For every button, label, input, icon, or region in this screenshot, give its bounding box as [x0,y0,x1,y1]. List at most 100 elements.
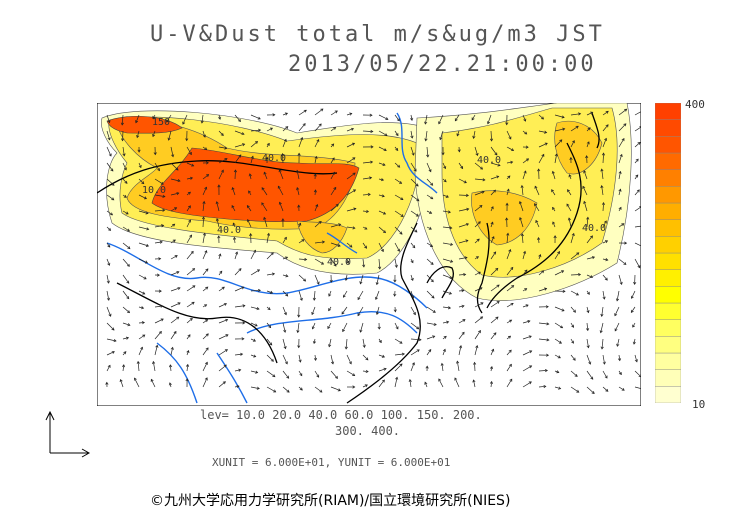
wind-arrowhead [261,202,265,206]
wind-arrow [538,338,549,341]
wind-arrowhead [107,137,111,141]
wind-arrowhead [638,374,641,378]
wind-arrowhead [202,134,206,138]
wind-arrowhead [303,278,307,282]
wind-arrow [474,287,483,292]
wind-arrowhead [383,148,387,152]
wind-arrow [138,306,144,309]
wind-arrowhead [280,153,285,157]
wind-arrow [409,379,412,388]
wind-arrowhead [177,286,181,291]
wind-arrowhead [158,330,162,335]
wind-arrow [375,290,380,300]
wind-arrowhead [284,236,287,240]
wind-arrowhead [242,321,246,325]
wind-arrowhead [176,316,180,320]
wind-arrow [522,130,527,135]
wind-arrow [234,114,241,122]
contour-label: 150 [152,117,170,128]
wind-arrow [106,162,114,172]
wind-arrow [394,322,399,330]
wind-arrowhead [496,175,500,179]
wind-arrow [506,233,509,244]
wind-arrow [314,108,324,116]
wind-arrow [170,316,180,324]
wind-arrowhead [296,187,300,191]
wind-arrow [634,258,641,268]
wind-arrowhead [400,214,404,217]
wind-arrowhead [242,143,246,147]
wind-arrow [602,220,607,228]
wind-arrow [394,258,398,268]
wind-arrow [362,338,365,348]
wind-arrowhead [138,165,142,169]
wind-arrowhead [344,346,348,350]
wind-arrow [298,274,306,282]
wind-arrowhead [553,235,557,239]
wind-arrow [519,217,524,228]
wind-arrowhead [285,293,289,297]
wind-arrow [521,185,524,196]
wind-arrowhead [478,330,481,334]
wind-arrow [570,274,581,276]
wind-arrow [282,338,286,349]
wind-arrowhead [219,270,223,274]
wind-arrowhead [263,216,267,220]
wind-arrowhead [278,201,282,205]
wind-arrowhead [449,226,453,230]
wind-arrowhead [567,217,571,221]
wind-arrow [346,113,352,116]
wind-arrow [346,157,356,164]
wind-arrow [490,175,499,180]
wind-arrowhead [535,219,539,224]
wind-arrowhead [496,284,500,288]
wind-arrow [583,201,588,212]
wind-arrowhead [588,361,592,365]
wind-arrowhead [495,267,499,271]
colorbar-segment [655,352,681,370]
wind-arrowhead [475,345,479,349]
wind-arrow [424,114,428,125]
wind-arrow [602,240,608,244]
wind-arrow [618,274,623,285]
wind-arrow [394,162,400,168]
wind-arrowhead [285,274,289,278]
wind-arrow [218,334,229,340]
wind-arrowhead [590,111,594,115]
wind-arrow [378,130,388,136]
wind-arrowhead [534,185,538,189]
wind-arrow [426,258,434,265]
wind-arrowhead [507,335,512,339]
wind-arrow [394,338,403,344]
wind-arrowhead [430,279,434,283]
wind-arrow [474,316,483,324]
wind-arrowhead [201,216,206,220]
wind-arrow [490,206,494,212]
wind-arrowhead [497,163,501,167]
wind-arrow [202,268,209,276]
wind-arrow [106,114,110,123]
wind-arrow [474,162,483,170]
wind-arrow [568,174,572,180]
wind-arrow [426,242,433,247]
colorbar-max-label: 400 [685,98,705,111]
wind-arrowhead [272,374,276,378]
wind-arrowhead [523,170,527,174]
wind-arrow [170,223,175,228]
wind-arrow [378,368,387,372]
wind-arrow [138,226,149,230]
wind-arrowhead [574,373,578,377]
wind-arrowhead [256,386,260,390]
wind-arrowhead [424,138,428,142]
wind-arrow [570,338,574,344]
wind-arrow [202,304,207,308]
wind-arrowhead [604,277,608,281]
wind-arrowhead [604,240,609,244]
wind-arrowhead [454,377,458,381]
colorbar-segment [655,103,681,120]
colorbar-min-label: 10 [692,398,706,411]
wind-arrow [357,306,364,316]
wind-arrow [266,233,270,244]
wind-arrow [343,290,348,298]
wind-arrow [346,258,349,264]
